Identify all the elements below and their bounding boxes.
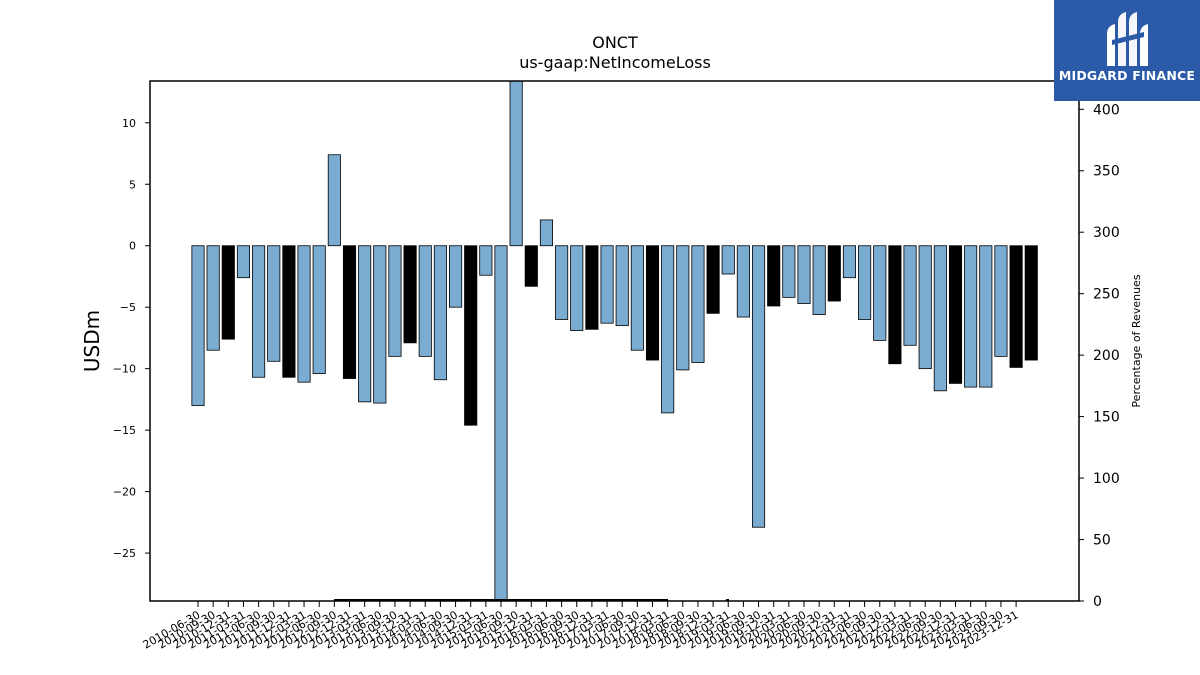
- y2-tick-label: 0: [1093, 594, 1102, 610]
- y2-tick-label: 350: [1093, 164, 1120, 180]
- chart-subtitle: us-gaap:NetIncomeLoss: [519, 53, 711, 72]
- y-tick-label: 10: [122, 117, 136, 130]
- y2-tick-label: 50: [1093, 533, 1111, 549]
- bar-2015-03-31: [479, 245, 493, 276]
- bar-2020-06-30: [797, 245, 811, 304]
- bar-2012-03-31: [297, 245, 311, 383]
- bar-2022-12-31: [948, 245, 963, 384]
- bar-2013-09-30: [388, 245, 402, 357]
- bar-2017-12-31: [645, 245, 660, 361]
- bar-2017-06-30: [615, 245, 629, 327]
- y-tick-label: −10: [113, 363, 136, 376]
- chart-title: ONCT: [592, 33, 638, 52]
- bar-2023-12-31: [1009, 245, 1023, 368]
- bar-2019-09-30: [752, 245, 766, 528]
- y-tick-label: 0: [129, 240, 136, 253]
- x-axis: 2010-06-302010-09-302010-12-312011-03-31…: [141, 601, 1021, 652]
- bar-2014-12-31: [464, 245, 478, 426]
- bar-2023-03-31: [964, 245, 978, 388]
- bar-2015-06-30: [494, 245, 508, 602]
- bar-2021-09-30: [873, 245, 887, 341]
- bar-2010-09-30: [206, 245, 220, 351]
- midgard-logo-icon: [1107, 12, 1148, 66]
- bar-2016-06-30: [555, 245, 569, 320]
- y-tick-label: −20: [113, 486, 136, 499]
- bar-2016-09-30: [570, 245, 584, 331]
- bar-2015-12-31: [524, 245, 538, 287]
- bar-2011-09-30: [267, 245, 281, 362]
- bar-2018-09-30: [691, 245, 705, 363]
- bar-2014-03-31: [418, 245, 432, 357]
- bar-2021-03-31: [842, 245, 856, 279]
- bar-2013-12-31: [403, 245, 417, 344]
- y-tick-label: −15: [113, 424, 136, 437]
- y-axis-label: USDm: [80, 310, 104, 372]
- bar-2012-12-31: [342, 245, 357, 379]
- bar-2017-03-31: [600, 245, 614, 324]
- y2-tick-label: 100: [1093, 471, 1120, 487]
- y-axis-left: 10 5 0 −5 −10 −15 −20 −25: [113, 117, 150, 560]
- bar-2014-09-30: [448, 245, 463, 308]
- bar-2010-12-31: [221, 245, 235, 340]
- midgard-finance-logo: MIDGARD FINANCE: [1054, 0, 1200, 101]
- bar-2011-06-30: [252, 245, 266, 378]
- bar-2015-09-30: [509, 80, 523, 247]
- bar-2011-03-31: [236, 245, 251, 279]
- bar-2013-06-30: [373, 245, 387, 404]
- bar-2022-03-31: [903, 245, 917, 346]
- y-tick-label: 5: [129, 178, 136, 191]
- bar-2014-06-30: [433, 245, 447, 381]
- bar-2016-12-31: [585, 245, 599, 330]
- bar-2019-03-31: [721, 245, 735, 275]
- bar-2013-03-31: [358, 245, 372, 403]
- bar-2018-03-31: [661, 245, 675, 414]
- bar-2018-06-30: [676, 245, 690, 371]
- y2-axis-label: Percentage of Revenues: [1130, 274, 1143, 407]
- bar-2023-06-30: [979, 245, 993, 388]
- bar-2017-09-30: [630, 245, 644, 351]
- y2-tick-label: 250: [1093, 287, 1120, 303]
- y2-tick-label: 300: [1093, 225, 1120, 241]
- y2-tick-label: 150: [1093, 410, 1120, 426]
- bar-extra-55: [1024, 245, 1038, 361]
- bar-2011-12-31: [282, 245, 296, 378]
- bar-2023-09-30: [994, 245, 1008, 357]
- y2-tick-label: 200: [1093, 348, 1120, 364]
- bar-2012-06-30: [312, 245, 326, 374]
- y-tick-label: −5: [120, 301, 136, 314]
- y2-tick-label: 400: [1093, 102, 1120, 118]
- bar-2019-06-30: [736, 245, 750, 318]
- bar-2018-12-31: [706, 245, 720, 314]
- bar-2012-09-30: [327, 154, 341, 247]
- plot-frame: [149, 80, 1080, 602]
- bar-2022-09-30: [933, 245, 947, 392]
- bar-2020-12-31: [827, 245, 841, 302]
- bar-2019-12-31: [767, 245, 781, 307]
- y-tick-label: −25: [113, 547, 136, 560]
- bar-2021-06-30: [858, 245, 872, 320]
- logo-text: MIDGARD FINANCE: [1058, 68, 1196, 83]
- bar-2010-06-30: [191, 245, 205, 406]
- bar-2022-06-30: [918, 245, 932, 370]
- bar-2016-03-31: [539, 219, 553, 247]
- bar-2021-12-31: [888, 245, 902, 365]
- y-axis-right: 0 50 100 150 200 250 300 350 400: [1079, 102, 1120, 610]
- bar-2020-09-30: [812, 245, 826, 315]
- bars-group: [191, 80, 1038, 602]
- bar-2020-03-31: [782, 245, 796, 298]
